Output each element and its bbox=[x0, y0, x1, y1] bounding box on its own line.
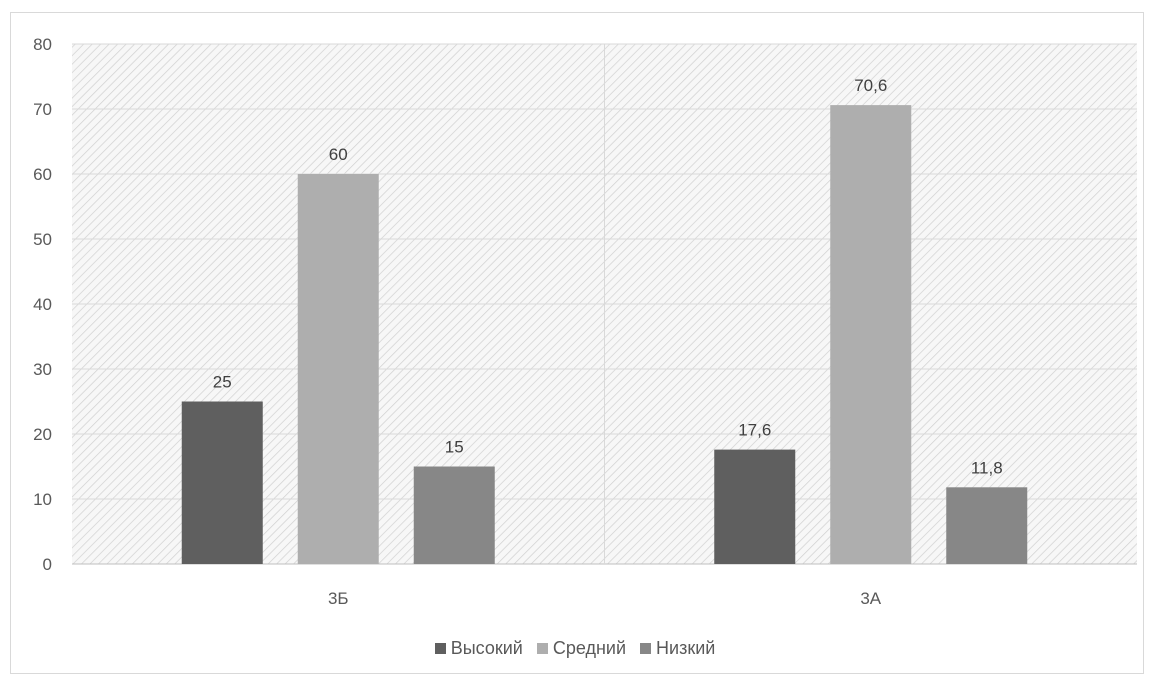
y-tick-label: 70 bbox=[33, 100, 52, 119]
legend-label: Средний bbox=[552, 637, 627, 658]
legend-item: Средний bbox=[536, 637, 627, 659]
legend: Высокий Средний Низкий bbox=[0, 636, 1150, 660]
data-label: 25 bbox=[213, 373, 232, 392]
bar bbox=[714, 449, 796, 564]
x-tick-label: 3А bbox=[860, 589, 881, 608]
bar bbox=[946, 487, 1028, 564]
bar bbox=[297, 174, 379, 564]
bar bbox=[830, 105, 912, 564]
x-tick-label: 3Б bbox=[328, 589, 349, 608]
bar bbox=[413, 466, 495, 564]
legend-swatch bbox=[434, 642, 446, 654]
data-label: 70,6 bbox=[854, 76, 887, 95]
data-label: 17,6 bbox=[738, 421, 771, 440]
y-tick-label: 80 bbox=[33, 35, 52, 54]
legend-item: Высокий bbox=[434, 637, 523, 659]
data-label: 15 bbox=[445, 438, 464, 457]
legend-swatch bbox=[640, 642, 652, 654]
y-tick-label: 30 bbox=[33, 360, 52, 379]
y-tick-label: 40 bbox=[33, 295, 52, 314]
y-tick-label: 60 bbox=[33, 165, 52, 184]
y-tick-label: 0 bbox=[43, 555, 52, 574]
legend-label: Низкий bbox=[656, 637, 716, 658]
y-tick-label: 50 bbox=[33, 230, 52, 249]
y-tick-label: 20 bbox=[33, 425, 52, 444]
data-label: 60 bbox=[329, 145, 348, 164]
bar bbox=[181, 401, 263, 564]
legend-swatch bbox=[536, 642, 548, 654]
y-tick-label: 10 bbox=[33, 490, 52, 509]
legend-label: Высокий bbox=[450, 637, 523, 658]
legend-item: Низкий bbox=[640, 638, 715, 659]
data-label: 11,8 bbox=[971, 458, 1003, 477]
